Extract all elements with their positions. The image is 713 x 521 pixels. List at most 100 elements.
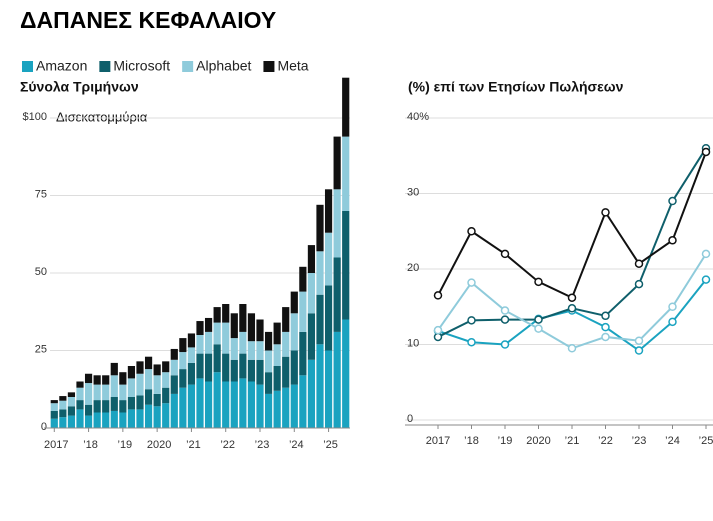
bar-segment xyxy=(273,366,281,391)
bar-segment xyxy=(316,344,324,428)
bar-segment xyxy=(247,381,256,428)
bar-segment xyxy=(179,387,187,428)
point xyxy=(601,311,610,321)
point xyxy=(668,317,677,327)
x-tick-label: 2020 xyxy=(147,439,171,451)
bar-segment xyxy=(170,375,178,394)
x-tick-label: ’24 xyxy=(665,435,680,447)
y-tick-label: 75 xyxy=(35,188,47,200)
x-tick-label: ’19 xyxy=(118,439,133,451)
bar-segment xyxy=(153,375,161,394)
bar-segment xyxy=(264,372,273,394)
bar-segment xyxy=(119,400,127,413)
x-tick-label: ’21 xyxy=(565,435,580,447)
bar-segment xyxy=(102,384,110,401)
x-tick-label: ’23 xyxy=(255,439,270,451)
bar-segment xyxy=(127,409,136,428)
bar-segment xyxy=(50,403,58,411)
legend-swatch xyxy=(263,61,275,72)
left-subtitle: Σύνολα Τριμήνων xyxy=(20,79,139,95)
bar-segment xyxy=(170,348,178,360)
bar-segment xyxy=(307,245,316,273)
bar-segment xyxy=(102,412,110,428)
bar-segment xyxy=(67,415,76,428)
bar-segment xyxy=(256,319,264,342)
bar-segment xyxy=(342,136,350,211)
point xyxy=(500,315,510,324)
legend-swatch xyxy=(99,61,111,72)
bar-segment xyxy=(290,313,298,351)
bar-segment xyxy=(333,136,341,190)
point xyxy=(567,304,577,313)
x-tick-label: ’25 xyxy=(323,439,338,451)
bar-segment xyxy=(213,307,221,323)
bar-segment xyxy=(84,415,93,428)
bar-segment xyxy=(290,350,298,385)
bar-segment xyxy=(299,291,307,332)
bar-segment xyxy=(144,389,153,405)
bar-segment xyxy=(50,410,58,419)
bar-segment xyxy=(222,353,230,382)
bar-segment xyxy=(76,400,84,410)
bar-segment xyxy=(102,375,110,385)
point xyxy=(534,315,543,324)
bar-segment xyxy=(187,384,196,428)
bar-segment xyxy=(119,372,127,385)
bar-segment xyxy=(162,387,170,404)
legend-label: Alphabet xyxy=(196,58,251,74)
y-tick-label: 10 xyxy=(407,337,419,349)
y-tick-label: 40% xyxy=(407,111,429,123)
bar-segment xyxy=(264,350,273,373)
bar-segment xyxy=(264,393,273,428)
x-tick-label: ’23 xyxy=(632,435,647,447)
bar-segment xyxy=(119,384,127,401)
bar-segment xyxy=(84,404,93,416)
bar-segment xyxy=(196,335,204,354)
bar-segment xyxy=(59,417,67,428)
y-tick-label: 25 xyxy=(35,343,47,355)
bar-segment xyxy=(93,400,101,413)
bar-segment xyxy=(110,397,118,411)
bar-segment xyxy=(333,331,341,428)
bar-segment xyxy=(187,347,196,363)
bar-segment xyxy=(307,273,316,314)
bar-segment xyxy=(179,352,187,370)
bar-segment xyxy=(282,356,290,388)
x-tick-label: ’21 xyxy=(186,439,201,451)
bar-segment xyxy=(119,412,127,428)
y-tick-label: 20 xyxy=(407,262,419,274)
bar-segment xyxy=(204,381,213,428)
bar-segment xyxy=(76,409,84,428)
bar-segment xyxy=(264,331,273,351)
x-tick-label: ’25 xyxy=(699,435,713,447)
bar-segment xyxy=(239,378,247,428)
bar-segment xyxy=(230,338,238,360)
bar-segment xyxy=(333,257,341,332)
point xyxy=(601,332,610,342)
bar-segment xyxy=(204,353,213,382)
bar-segment xyxy=(282,331,290,357)
bar-segment xyxy=(282,387,290,428)
point xyxy=(701,249,711,259)
point xyxy=(433,291,443,300)
bar-segment xyxy=(204,317,213,332)
point xyxy=(668,236,677,245)
bar-segment xyxy=(136,395,144,410)
bar-segment xyxy=(256,359,264,385)
bar-segment xyxy=(273,344,281,366)
y-tick-label: 0 xyxy=(407,413,413,425)
bar-segment xyxy=(179,369,187,388)
bar-segment xyxy=(144,356,153,370)
bar-segment xyxy=(299,375,307,428)
y-tick-label: 0 xyxy=(41,421,47,433)
point xyxy=(634,336,644,345)
point xyxy=(601,208,610,217)
bar-segment xyxy=(59,409,67,418)
bar-segment xyxy=(162,372,170,388)
point xyxy=(567,293,577,302)
bar-segment xyxy=(316,251,324,295)
bar-segment xyxy=(179,338,187,353)
bar-segment xyxy=(324,189,333,233)
bar-segment xyxy=(204,331,213,354)
point xyxy=(634,279,644,289)
